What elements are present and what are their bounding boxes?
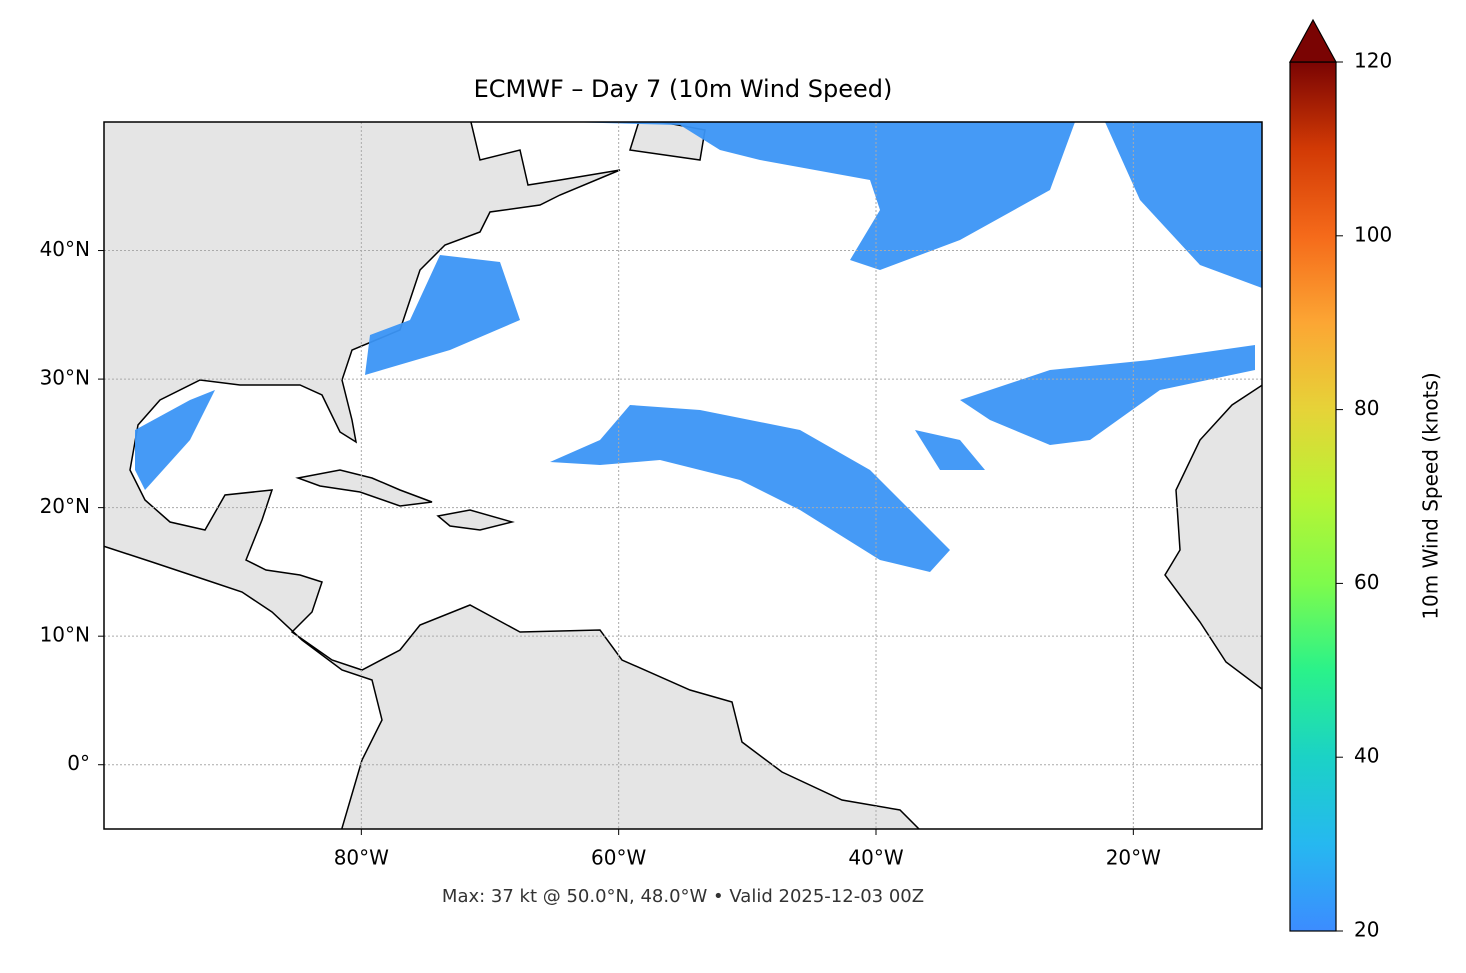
x-tick-label: 60°W [591, 846, 646, 870]
x-tick-label: 80°W [334, 846, 389, 870]
x-tick-label: 20°W [1106, 846, 1161, 870]
y-tick-label: 0° [67, 751, 90, 775]
colorbar-tick-label: 100 [1354, 222, 1392, 246]
map-layers [104, 122, 1262, 829]
cuba [295, 469, 433, 507]
y-tick-label: 10°N [40, 623, 90, 647]
wind-area [550, 405, 950, 572]
colorbar-tick-label: 40 [1354, 744, 1379, 768]
y-tick-label: 40°N [40, 237, 90, 261]
colorbar-tick-label: 60 [1354, 570, 1379, 594]
colorbar-label: 10m Wind Speed (knots) [1419, 372, 1443, 619]
colorbar-tick-label: 80 [1354, 396, 1379, 420]
colorbar-tick-label: 20 [1354, 918, 1379, 942]
y-tick-label: 20°N [40, 494, 90, 518]
americas [104, 122, 921, 829]
hispaniola [436, 509, 515, 531]
colorbar-extend [1288, 18, 1338, 63]
wind-area [135, 390, 215, 490]
wind-area [960, 345, 1255, 445]
gridlines [104, 122, 1262, 829]
y-tick-label: 30°N [40, 366, 90, 390]
footnote: Max: 37 kt @ 50.0°N, 48.0°W • Valid 2025… [442, 886, 924, 907]
colorbar [1289, 61, 1337, 932]
wind-area [565, 122, 1075, 270]
x-tick-label: 40°W [848, 846, 903, 870]
africa [1164, 384, 1262, 690]
wind-area [1105, 122, 1262, 288]
wind-area [365, 255, 520, 375]
wind-area [915, 430, 985, 470]
map-frame [103, 121, 1263, 830]
colorbar-tick-label: 120 [1354, 49, 1392, 73]
map-title: ECMWF – Day 7 (10m Wind Speed) [474, 75, 893, 103]
